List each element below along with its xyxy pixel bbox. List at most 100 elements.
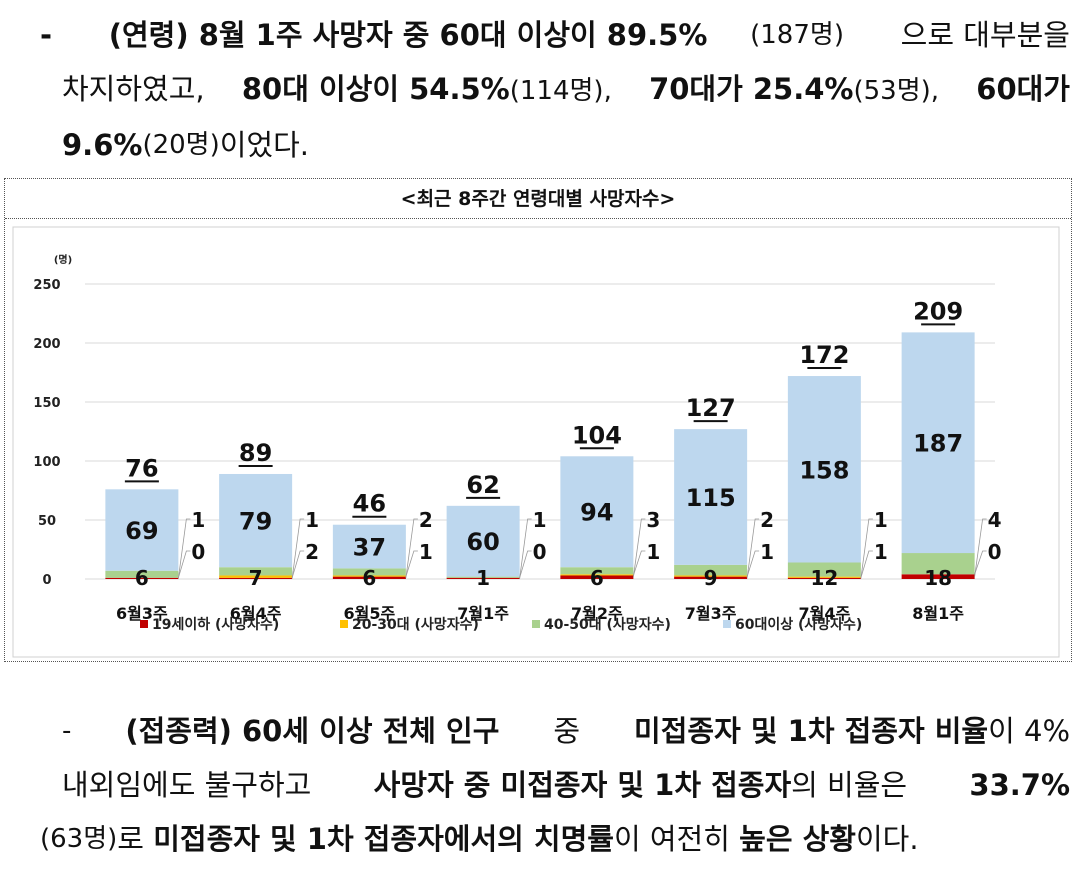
leader-line-19under xyxy=(291,518,305,579)
data-label-19under: 2 xyxy=(760,508,774,532)
para2-l2a: 내외임에도 불구하고 xyxy=(62,768,312,802)
leader-line-20-30 xyxy=(519,550,532,578)
data-label-19under: 1 xyxy=(191,508,205,532)
bar-segment xyxy=(446,576,520,578)
y-tick-label: 200 xyxy=(33,337,60,352)
legend-label: 60대이상 (사망자수) xyxy=(735,616,862,633)
bar-segment xyxy=(901,553,975,575)
bar-segment xyxy=(332,524,406,569)
data-label-60plus: 37 xyxy=(353,534,386,562)
bar-segment xyxy=(787,576,861,578)
bar-segment xyxy=(674,429,748,565)
leader-line-19under xyxy=(974,518,987,577)
y-tick-label: 100 xyxy=(33,455,60,470)
data-label-60plus: 69 xyxy=(125,517,158,545)
bar-segment xyxy=(105,577,179,579)
vaccination-paragraph: - (접종력) 60세 이상 전체 인구 중 미접종자 및 1차 접종자 비율이… xyxy=(40,704,1070,866)
x-tick-label: 6월4주 xyxy=(230,604,282,623)
bar-segment xyxy=(105,489,179,571)
data-label-60plus: 79 xyxy=(239,508,272,536)
data-label-19under: 2 xyxy=(419,508,433,532)
total-label: 209 xyxy=(913,297,963,325)
para1-count-53: (53명), xyxy=(853,76,940,106)
y-tick-label: 50 xyxy=(38,514,56,529)
para2-l3b: 로 xyxy=(117,822,144,856)
para2-l2d: 33.7% xyxy=(969,768,1070,802)
leader-line-19under xyxy=(860,518,873,579)
total-label: 127 xyxy=(686,394,736,422)
para2-l2c: 의 비율은 xyxy=(791,768,908,802)
vaccination-paragraph-line-2: 내외임에도 불구하고 사망자 중 미접종자 및 1차 접종자의 비율은 33.7… xyxy=(40,758,1070,812)
bar-segment xyxy=(787,562,861,577)
data-label-20-30: 1 xyxy=(646,540,660,564)
bar-segment xyxy=(560,456,634,568)
age-paragraph: - (연령) 8월 1주 사망자 중 60대 이상이 89.5% (187명) 으로… xyxy=(40,8,1070,172)
bar-segment xyxy=(219,577,293,579)
data-label-40-50: 1 xyxy=(476,566,490,590)
vaccination-paragraph-line-3: (63명) 로 미접종자 및 1차 접종자에서의 치명률 이 여전히 높은 상황 이다… xyxy=(40,812,1070,866)
bar-segment xyxy=(105,570,179,578)
bar-segment xyxy=(560,574,634,576)
plot-border xyxy=(12,226,1060,658)
legend-swatch xyxy=(532,620,540,628)
leader-line-20-30 xyxy=(860,550,873,578)
para2-l3c: 미접종자 및 1차 접종자에서의 치명률 xyxy=(153,822,614,856)
age-paragraph-line-1: - (연령) 8월 1주 사망자 중 60대 이상이 89.5% (187명) 으로… xyxy=(40,8,1070,62)
data-label-20-30: 0 xyxy=(191,540,205,564)
bar-segment xyxy=(787,577,861,579)
data-label-20-30: 1 xyxy=(419,540,433,564)
data-label-20-30: 2 xyxy=(305,540,319,564)
leader-line-20-30 xyxy=(974,550,987,575)
para1-pct-9-6: 9.6% xyxy=(62,128,143,162)
y-tick-label: 250 xyxy=(33,278,60,293)
legend-label: 20-30대 (사망자수) xyxy=(352,616,479,633)
para2-count-63: (63명) xyxy=(40,824,118,854)
x-tick-label: 7월2주 xyxy=(571,604,623,623)
bar-segment xyxy=(674,576,748,579)
para2-l1d: 이 4% xyxy=(988,714,1070,748)
stacked-bar-chart: 050100150200250(명)69610766월3주79712896월4주… xyxy=(12,226,1060,658)
data-label-40-50: 18 xyxy=(924,566,952,590)
data-label-20-30: 0 xyxy=(533,540,547,564)
data-label-19under: 1 xyxy=(874,508,888,532)
age-paragraph-line-2: 차지하였고, 80대 이상이 54.5%(114명), 70대가 25.4%(5… xyxy=(40,62,1070,118)
chart-title: <최근 8주간 연령대별 사망자수> xyxy=(5,179,1071,219)
data-label-20-30: 0 xyxy=(988,540,1002,564)
para2-l2b: 사망자 중 미접종자 및 1차 접종자 xyxy=(373,768,792,802)
data-label-19under: 3 xyxy=(646,508,660,532)
data-label-19under: 4 xyxy=(988,508,1002,532)
bar-segment xyxy=(901,332,975,554)
x-tick-label: 8월1주 xyxy=(912,604,964,623)
para1-count-20: (20명) xyxy=(142,130,220,160)
data-label-40-50: 7 xyxy=(249,566,263,590)
para2-l1c: 미접종자 및 1차 접종자 비율 xyxy=(634,714,989,748)
leader-line-20-30 xyxy=(632,550,646,576)
legend-swatch xyxy=(140,620,148,628)
para1-seg2a: 차지하였고, xyxy=(62,72,205,106)
y-unit-label: (명) xyxy=(54,253,72,266)
x-tick-label: 7월3주 xyxy=(685,604,737,623)
data-label-20-30: 1 xyxy=(874,540,888,564)
legend-swatch xyxy=(340,620,348,628)
para2-l1a: (접종력) 60세 이상 전체 인구 xyxy=(125,714,500,748)
data-label-19under: 1 xyxy=(305,508,319,532)
vaccination-paragraph-line-1: - (접종력) 60세 이상 전체 인구 중 미접종자 및 1차 접종자 비율이… xyxy=(40,704,1070,758)
data-label-40-50: 6 xyxy=(135,566,149,590)
data-label-40-50: 9 xyxy=(704,566,718,590)
para2-l3e: 높은 상황 xyxy=(739,822,856,856)
bar-segment xyxy=(332,576,406,579)
data-label-40-50: 6 xyxy=(362,566,376,590)
bar-segment xyxy=(787,376,861,563)
age-paragraph-line-3: 9.6% (20명) 이었다. xyxy=(40,118,1070,172)
leader-line-19under xyxy=(746,518,760,578)
legend-swatch xyxy=(723,620,731,628)
leader-line-19under xyxy=(632,518,646,578)
total-label: 46 xyxy=(353,490,386,518)
para2-dash: - xyxy=(62,716,72,746)
bar-segment xyxy=(219,473,293,568)
para1-seg3c: 이었다. xyxy=(219,128,309,162)
para1-70s: 70대가 25.4% xyxy=(649,72,854,106)
para1-count-114: (114명), xyxy=(509,76,612,106)
data-label-40-50: 12 xyxy=(810,566,838,590)
data-label-60plus: 94 xyxy=(580,499,613,527)
